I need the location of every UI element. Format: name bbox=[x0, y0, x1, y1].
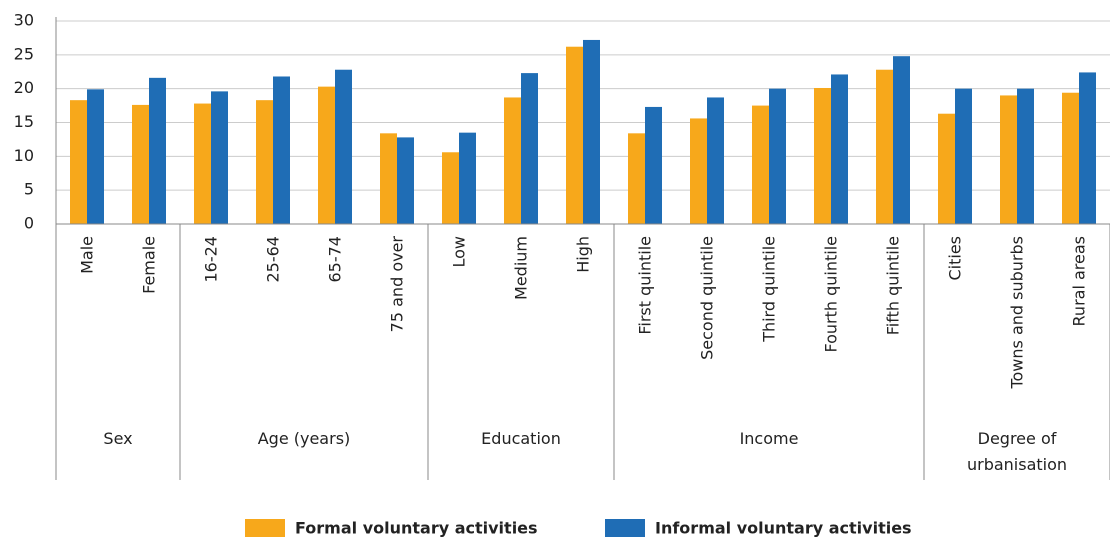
x-tick-label: Male bbox=[78, 236, 97, 274]
group-label: Sex bbox=[103, 429, 133, 448]
x-tick-label: Low bbox=[450, 236, 469, 268]
bar bbox=[690, 118, 707, 224]
x-tick-label: Female bbox=[140, 236, 159, 294]
bar bbox=[831, 74, 848, 224]
bar bbox=[335, 69, 352, 224]
x-tick-label: 75 and over bbox=[388, 236, 407, 333]
bar bbox=[1062, 92, 1079, 224]
group-label: Income bbox=[739, 429, 799, 448]
x-tick-label: 25-64 bbox=[264, 236, 283, 283]
x-tick-label: 16-24 bbox=[202, 236, 221, 283]
bar bbox=[194, 103, 211, 224]
bar bbox=[707, 97, 724, 224]
bar bbox=[442, 152, 459, 224]
bar bbox=[583, 39, 600, 224]
bar bbox=[397, 137, 414, 224]
group-label: Degree of urbanisation bbox=[966, 429, 1068, 474]
x-tick-label: Towns and suburbs bbox=[1008, 236, 1027, 390]
legend-label: Informal voluntary activities bbox=[655, 519, 912, 538]
bar bbox=[814, 87, 831, 225]
x-tick-label: Second quintile bbox=[698, 236, 717, 360]
y-tick-label: 30 bbox=[14, 11, 34, 30]
legend-swatch bbox=[245, 519, 285, 537]
x-tick-label: Fourth quintile bbox=[822, 236, 841, 353]
bar bbox=[380, 133, 397, 224]
y-tick-label: 15 bbox=[14, 112, 34, 131]
bar bbox=[459, 132, 476, 224]
x-tick-label: Fifth quintile bbox=[884, 236, 903, 335]
bar bbox=[566, 46, 583, 224]
y-tick-label: 5 bbox=[24, 180, 34, 199]
bar bbox=[645, 106, 662, 224]
legend-swatch bbox=[605, 519, 645, 537]
bar bbox=[87, 89, 104, 225]
bar bbox=[769, 88, 786, 225]
bar bbox=[504, 97, 521, 224]
group-label: Age (years) bbox=[257, 429, 351, 448]
bar bbox=[521, 73, 538, 224]
x-tick-label: Rural areas bbox=[1070, 236, 1089, 326]
bar bbox=[628, 133, 645, 224]
bar bbox=[752, 105, 769, 224]
bar bbox=[318, 86, 335, 225]
bar bbox=[1017, 88, 1034, 225]
y-tick-label: 25 bbox=[14, 44, 34, 63]
bar bbox=[955, 88, 972, 225]
bar bbox=[149, 77, 166, 224]
y-tick-label: 0 bbox=[24, 214, 34, 233]
bar bbox=[256, 100, 273, 224]
bar bbox=[876, 69, 893, 224]
x-tick-label: 65-74 bbox=[326, 236, 345, 283]
x-tick-label: High bbox=[574, 236, 593, 273]
x-tick-label: Medium bbox=[512, 236, 531, 300]
y-tick-label: 10 bbox=[14, 146, 34, 165]
bar bbox=[1079, 72, 1096, 224]
legend-label: Formal voluntary activities bbox=[295, 519, 538, 538]
bar bbox=[1000, 95, 1017, 224]
bar bbox=[273, 76, 290, 224]
bar bbox=[893, 56, 910, 224]
y-tick-label: 20 bbox=[14, 78, 34, 97]
group-label: Education bbox=[481, 429, 561, 448]
bar bbox=[938, 113, 955, 224]
x-tick-label: Cities bbox=[946, 236, 965, 281]
bar bbox=[211, 91, 228, 224]
x-tick-label: First quintile bbox=[636, 236, 655, 335]
bar bbox=[70, 100, 87, 224]
bar bbox=[132, 104, 149, 224]
x-tick-label: Third quintile bbox=[760, 236, 779, 343]
